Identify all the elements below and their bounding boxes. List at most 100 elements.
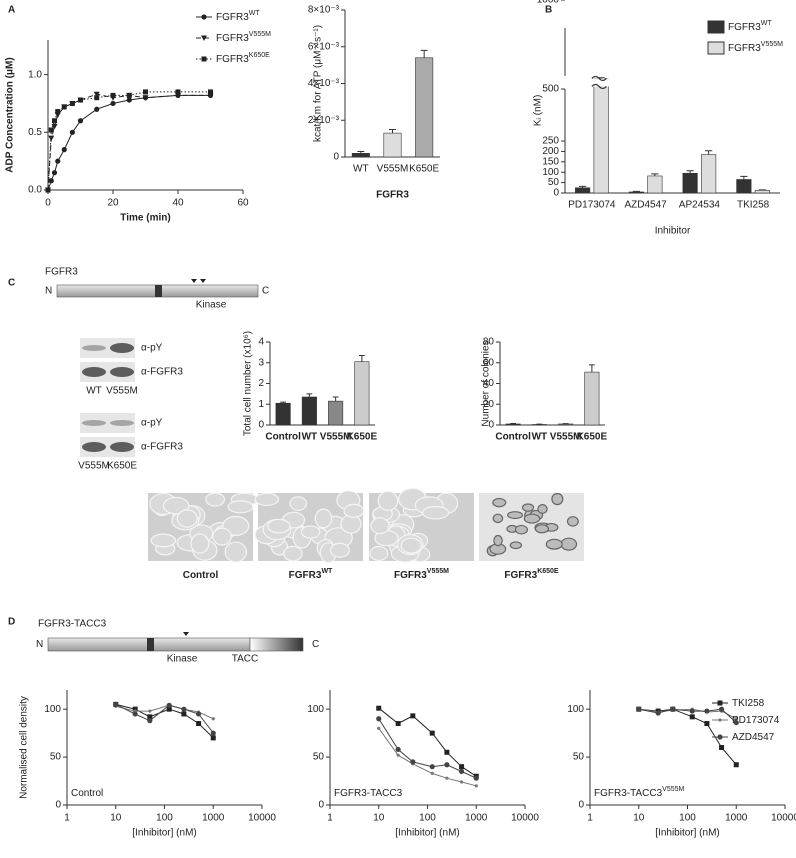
y-tick-label: 4×10⁻³ [308, 78, 340, 89]
x-tick-label: 10 [633, 813, 645, 824]
error-bar [632, 190, 640, 192]
x-tick-label: 10 [373, 813, 385, 824]
panel-letter: A [8, 5, 15, 16]
marker [93, 91, 100, 98]
legend-marker [201, 56, 207, 62]
bar [415, 57, 434, 158]
x-tick-label: 1000 [465, 813, 488, 824]
marker [410, 713, 416, 719]
y-tick-label: 4 [258, 337, 264, 348]
cell-shape [222, 515, 250, 536]
marker [48, 178, 54, 184]
error-bar [358, 354, 365, 362]
annotation: FGFR3-TACC3V555M [594, 786, 685, 798]
legend-label-main: FGFR3 [216, 12, 249, 23]
marker [196, 721, 202, 727]
error-bar [420, 49, 428, 58]
cell-shape [521, 503, 535, 512]
annotation: Control [71, 788, 103, 799]
y-tick-label: 40 [483, 378, 495, 389]
x-tick-label: 100 [156, 813, 173, 824]
blot-band [82, 442, 106, 452]
marker [147, 718, 153, 724]
marker [377, 726, 381, 730]
x-tick-label: 40 [172, 198, 184, 209]
marker [45, 187, 51, 193]
bar [701, 154, 717, 194]
bar [354, 361, 370, 426]
annotation-main: Control [71, 788, 103, 799]
marker [636, 706, 642, 712]
cell-shape [537, 504, 548, 514]
marker [689, 714, 695, 720]
bar [647, 175, 663, 194]
blot-band [110, 367, 134, 377]
kinase-box [155, 285, 162, 297]
cell-shape [514, 524, 529, 535]
x-axis-label: [Inhibitor] (nM) [132, 828, 196, 839]
marker [210, 735, 216, 741]
y-tick-label: 0 [488, 420, 494, 431]
x-tick-label: WT [532, 432, 548, 443]
legend-label-main: TKI258 [732, 698, 765, 709]
lane-label: WT [86, 386, 102, 397]
y-tick-label: 0.0 [28, 185, 42, 196]
cell-shape [227, 500, 254, 514]
marker [61, 147, 67, 153]
cell-shape [224, 541, 248, 563]
marker [444, 762, 450, 768]
antibody-label: α-FGFR3 [141, 442, 183, 453]
marker [444, 749, 450, 755]
x-tick-label: K650E [347, 432, 378, 443]
x-tick-label: TKI258 [737, 200, 770, 211]
y-tick-label: 0.5 [28, 127, 42, 138]
cell-shape [150, 533, 177, 548]
marker [211, 717, 215, 721]
annotation-main: FGFR3-TACC3 [594, 788, 663, 799]
x-axis-label: FGFR3 [376, 190, 409, 201]
cell-shape [492, 497, 507, 508]
marker [689, 708, 695, 714]
annotation-main: FGFR3-TACC3 [334, 788, 403, 799]
cell-shape [162, 496, 190, 515]
legend-label: FGFR3V555M [728, 41, 783, 53]
y-tick-label: 1 [258, 399, 264, 410]
error-bar [651, 173, 659, 176]
x-tick-label: 0 [45, 198, 51, 209]
panel-letter: C [8, 278, 15, 289]
domain-label: TACC [232, 654, 258, 665]
marker [718, 706, 725, 712]
marker [55, 109, 61, 115]
marker [733, 719, 739, 726]
marker [473, 775, 479, 781]
marker [655, 710, 661, 716]
y-tick-label: 500 [542, 84, 559, 95]
cell-shape [493, 534, 503, 547]
cell-shape [289, 496, 308, 511]
lane-label: V555M [78, 461, 110, 472]
y-tick-label: 200 [542, 146, 559, 157]
y-tick-label: 100 [307, 704, 324, 715]
y-tick-label: 60 [483, 357, 495, 368]
legend-label-sup: V555M [249, 31, 271, 38]
bar [328, 400, 344, 426]
marker [395, 721, 401, 727]
legend-label-sup: V555M [761, 41, 783, 48]
bar [505, 423, 521, 426]
marker [458, 768, 465, 775]
cell-shape [343, 503, 365, 518]
y-tick-label: 2×10⁻³ [308, 115, 340, 126]
x-tick-label: Control [265, 432, 301, 443]
bar [301, 396, 317, 426]
x-tick-label: 1 [327, 813, 333, 824]
x-axis-label: [Inhibitor] (nM) [395, 828, 459, 839]
error-bar [510, 422, 517, 424]
marker [61, 104, 67, 110]
y-tick-label: 6×10⁻³ [308, 41, 340, 52]
cell-shape [545, 538, 563, 550]
marker [126, 97, 132, 103]
legend-label: FGFR3K650E [216, 52, 270, 64]
y-tick-label: 100 [44, 704, 61, 715]
marker [132, 711, 138, 717]
